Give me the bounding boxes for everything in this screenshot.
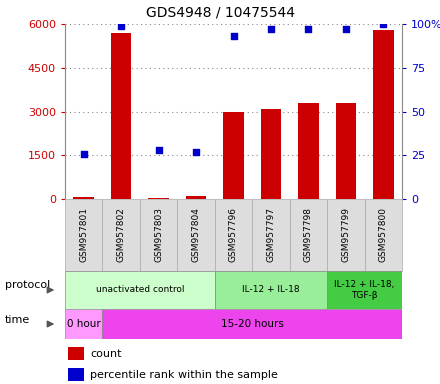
Bar xyxy=(68,368,84,381)
Bar xyxy=(103,309,402,339)
Text: percentile rank within the sample: percentile rank within the sample xyxy=(90,370,278,380)
Point xyxy=(380,21,387,27)
Bar xyxy=(68,347,84,360)
Text: GSM957796: GSM957796 xyxy=(229,207,238,263)
Bar xyxy=(177,199,215,271)
Bar xyxy=(365,199,402,271)
Text: GSM957800: GSM957800 xyxy=(379,207,388,263)
Text: IL-12 + IL-18,
TGF-β: IL-12 + IL-18, TGF-β xyxy=(334,280,395,300)
Text: GSM957799: GSM957799 xyxy=(341,207,350,263)
Text: GSM957802: GSM957802 xyxy=(117,208,126,262)
Point xyxy=(117,23,125,29)
Text: unactivated control: unactivated control xyxy=(95,285,184,295)
Point xyxy=(342,26,349,32)
Bar xyxy=(373,30,393,199)
Point xyxy=(230,33,237,39)
Point xyxy=(268,26,275,32)
Bar xyxy=(148,197,169,199)
Bar xyxy=(336,103,356,199)
Bar xyxy=(223,111,244,199)
Bar xyxy=(290,199,327,271)
Bar xyxy=(65,309,103,339)
Text: GSM957797: GSM957797 xyxy=(267,207,275,263)
Bar xyxy=(298,103,319,199)
Point xyxy=(193,149,200,155)
Text: IL-12 + IL-18: IL-12 + IL-18 xyxy=(242,285,300,295)
Bar xyxy=(252,199,290,271)
Text: GDS4948 / 10475544: GDS4948 / 10475544 xyxy=(146,6,294,20)
Bar xyxy=(215,199,252,271)
Text: protocol: protocol xyxy=(5,280,51,290)
Text: GSM957803: GSM957803 xyxy=(154,207,163,263)
Bar xyxy=(260,109,281,199)
Bar xyxy=(327,199,365,271)
Bar xyxy=(186,196,206,199)
Text: GSM957804: GSM957804 xyxy=(191,208,201,262)
Bar xyxy=(140,199,177,271)
Text: count: count xyxy=(90,349,122,359)
Text: 15-20 hours: 15-20 hours xyxy=(221,319,284,329)
Text: 0 hour: 0 hour xyxy=(67,319,101,329)
Bar xyxy=(111,33,132,199)
Text: GSM957798: GSM957798 xyxy=(304,207,313,263)
Text: GSM957801: GSM957801 xyxy=(79,207,88,263)
Text: time: time xyxy=(5,315,30,325)
Bar xyxy=(65,199,103,271)
Bar xyxy=(103,199,140,271)
Bar xyxy=(215,271,327,309)
Bar xyxy=(65,271,215,309)
Point xyxy=(155,147,162,153)
Point xyxy=(305,26,312,32)
Point xyxy=(80,151,87,157)
Bar xyxy=(73,197,94,199)
Bar xyxy=(327,271,402,309)
